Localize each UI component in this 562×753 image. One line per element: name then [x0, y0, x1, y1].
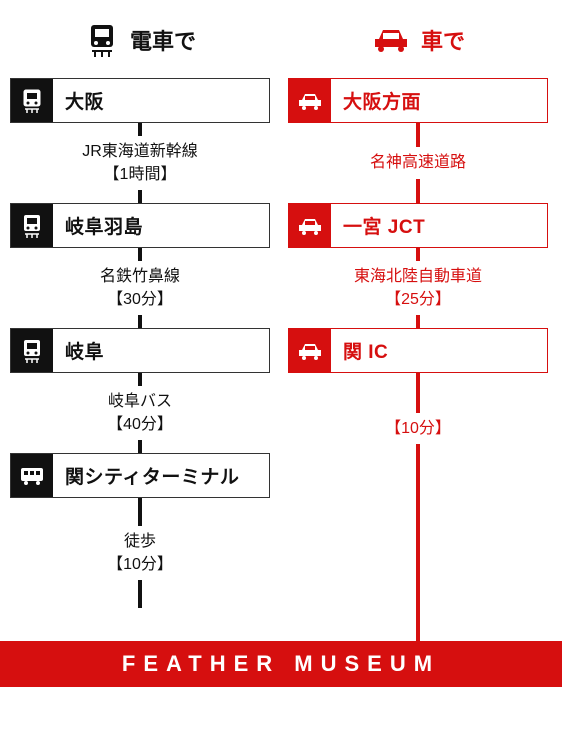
car-header-label: 車で — [421, 24, 465, 56]
car-stop: 大阪方面 — [288, 78, 548, 123]
car-stop: 関 IC — [288, 328, 548, 373]
stop-label: 岐阜 — [53, 329, 269, 372]
train-icon — [11, 329, 53, 372]
stop-label: 大阪方面 — [331, 79, 547, 122]
connector: 名鉄竹鼻線 【30分】 — [138, 248, 142, 328]
connector: 徒歩 【10分】 — [138, 498, 142, 608]
car-stop: 一宮 JCT — [288, 203, 548, 248]
connector: 東海北陸自動車道 【25分】 — [416, 248, 420, 328]
train-stop: 岐阜羽島 — [10, 203, 270, 248]
connector: JR東海道新幹線 【1時間】 — [138, 123, 142, 203]
bus-stop: 関シティターミナル — [10, 453, 270, 498]
connector: 名神高速道路 — [416, 123, 420, 203]
connector-text: 岐阜バス 【40分】 — [107, 386, 173, 440]
car-header: 車で — [371, 16, 465, 64]
destination-bar: FEATHER MUSEUM — [0, 641, 562, 687]
car-icon — [289, 79, 331, 122]
stop-label: 大阪 — [53, 79, 269, 122]
connector-text: 東海北陸自動車道 【25分】 — [354, 261, 482, 315]
train-stop: 岐阜 — [10, 328, 270, 373]
train-column: 電車で 大阪 JR東海道新幹線 【1時間】 岐阜羽島 名鉄竹鼻線 【3 — [10, 16, 270, 643]
connector: 【10分】 — [416, 373, 420, 643]
train-header-label: 電車で — [130, 24, 196, 56]
train-icon — [11, 204, 53, 247]
connector-text: 【10分】 — [385, 413, 451, 444]
train-icon — [84, 21, 120, 59]
connector-text: 名神高速道路 — [370, 147, 466, 178]
stop-label: 岐阜羽島 — [53, 204, 269, 247]
stop-label: 関 IC — [331, 329, 547, 372]
connector-text: 徒歩 【10分】 — [107, 526, 173, 580]
stop-label: 一宮 JCT — [331, 204, 547, 247]
stop-label: 関シティターミナル — [53, 454, 269, 497]
train-header: 電車で — [84, 16, 196, 64]
car-column: 車で 大阪方面 名神高速道路 一宮 JCT 東海北陸自動車道 【25分】 — [288, 16, 548, 643]
car-icon — [371, 25, 411, 55]
route-diagram: 電車で 大阪 JR東海道新幹線 【1時間】 岐阜羽島 名鉄竹鼻線 【3 — [0, 0, 562, 643]
train-stop: 大阪 — [10, 78, 270, 123]
connector: 岐阜バス 【40分】 — [138, 373, 142, 453]
connector-text: JR東海道新幹線 【1時間】 — [82, 136, 198, 190]
car-icon — [289, 329, 331, 372]
car-icon — [289, 204, 331, 247]
connector-text: 名鉄竹鼻線 【30分】 — [100, 261, 180, 315]
train-icon — [11, 79, 53, 122]
bus-icon — [11, 454, 53, 497]
